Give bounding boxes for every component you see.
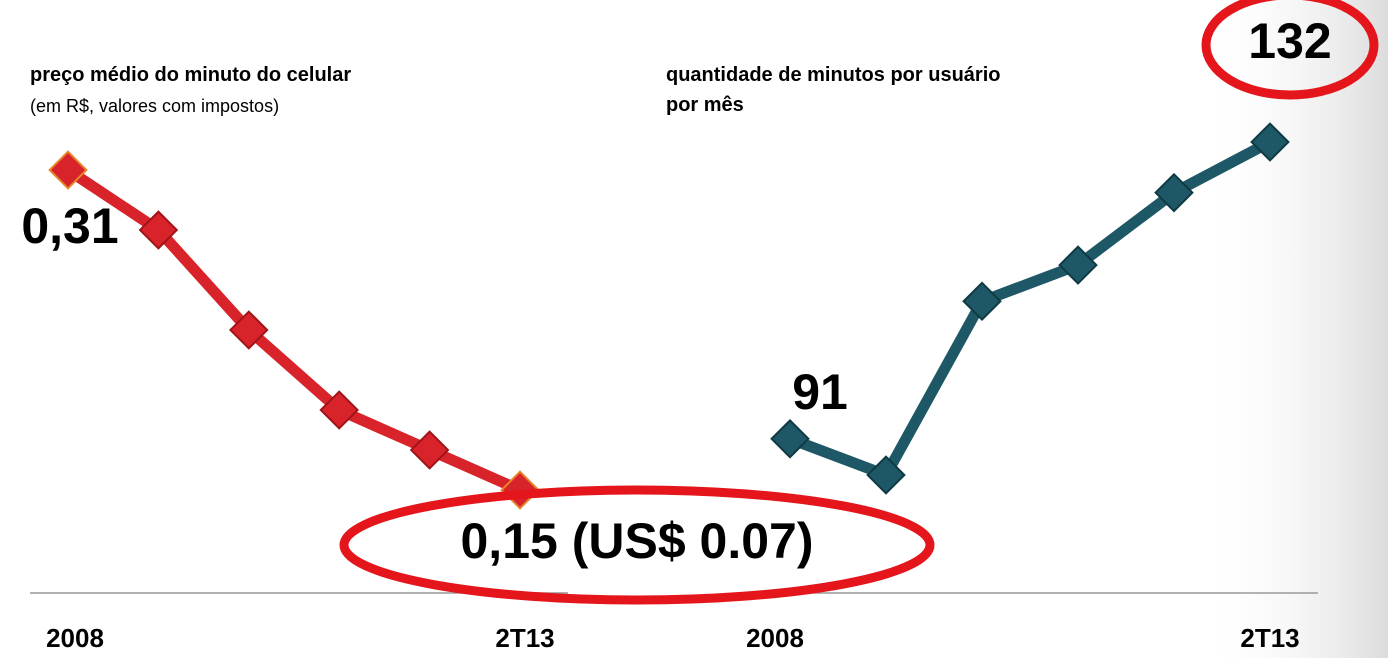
marker: [772, 420, 809, 457]
chart-subtitle: (em R$, valores com impostos): [30, 96, 279, 117]
data-label: 91: [792, 364, 848, 420]
x-tick-label: 2T13: [1240, 623, 1299, 653]
chart-title: quantidade de minutos por usuário por mê…: [666, 60, 1006, 120]
x-tick-label: 2T13: [495, 623, 554, 653]
x-tick-label: 2008: [746, 623, 804, 653]
series-line: [790, 142, 1270, 475]
page: {"chart_data": [ {"type": "line", "title…: [0, 0, 1388, 658]
data-label: 0,31: [21, 198, 118, 254]
data-label: 0,15 (US$ 0.07): [461, 513, 814, 569]
x-tick-label: 2008: [46, 623, 104, 653]
series-line: [68, 170, 520, 490]
chart-title: preço médio do minuto do celular: [30, 60, 351, 90]
data-label: 132: [1248, 13, 1331, 69]
marker: [411, 432, 448, 469]
